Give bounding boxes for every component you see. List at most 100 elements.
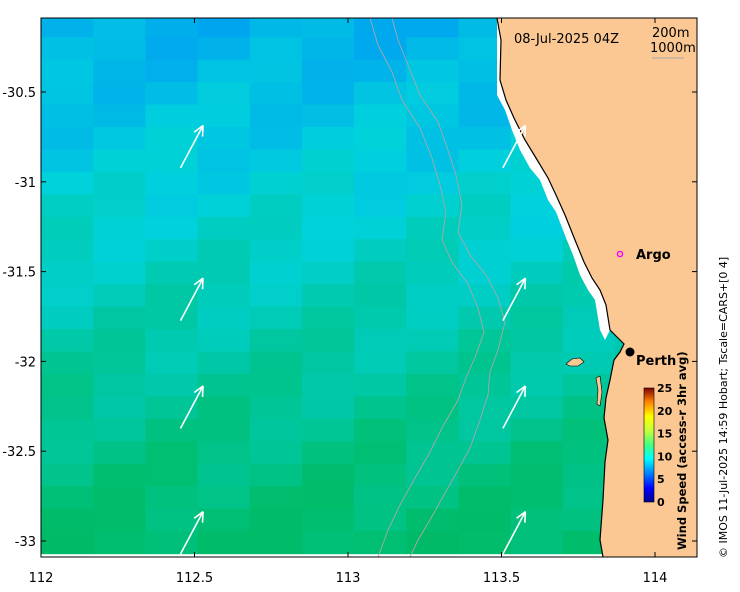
grid-cell [301, 239, 355, 263]
grid-cell [93, 261, 146, 285]
grid-cell [406, 396, 460, 420]
grid-cell [458, 531, 512, 555]
grid-cell [145, 171, 199, 195]
argo-marker [616, 250, 624, 258]
grid-cell [93, 418, 146, 442]
x-tick-label: 114 [643, 571, 668, 586]
contour-200m [391, 18, 506, 557]
colorbar-tick-label: 15 [657, 428, 672, 441]
grid-cell [197, 59, 251, 83]
grid-cell [354, 104, 407, 128]
grid-cell [354, 171, 407, 195]
grid-cell [510, 463, 564, 487]
grid-cell [41, 373, 94, 398]
grid-cell [249, 396, 303, 420]
grid-cell [249, 59, 303, 83]
grid-cell [406, 261, 460, 285]
grid-cell [197, 127, 251, 151]
grid-cell [301, 351, 355, 375]
grid-cell [719, 127, 740, 150]
grid-cell [145, 127, 199, 151]
colorbar-tick-label: 10 [657, 450, 673, 463]
grid-cell [562, 463, 616, 487]
perth-marker [625, 347, 635, 357]
grid-cell [354, 508, 407, 532]
depth-label-200m: 200m [652, 26, 689, 41]
grid-cell [197, 216, 251, 240]
grid-cell [562, 373, 616, 398]
perth-label: Perth [636, 354, 676, 369]
y-tick-label: -32.5 [2, 445, 36, 460]
grid-cell [249, 37, 303, 61]
grid-cell [354, 149, 407, 173]
grid-cell [406, 441, 460, 465]
grid-cell [249, 104, 303, 128]
grid-cell [510, 441, 564, 465]
grid-cell [354, 239, 407, 263]
grid-cell [93, 463, 146, 487]
colorbar-ticks: 0 5 10 15 20 25 [657, 382, 673, 509]
grid-cell [354, 127, 407, 151]
y-axis: -30.5 -31 -31.5 -32 -32.5 -33 [2, 86, 697, 550]
grid-cell [41, 396, 94, 420]
grid-cell [249, 239, 303, 263]
grid-cell [249, 18, 303, 38]
grid-cell [145, 18, 199, 38]
grid-cell [197, 418, 251, 442]
grid-cell [301, 104, 355, 128]
wind-arrow [502, 277, 527, 321]
y-tick-label: -32 [15, 355, 36, 370]
grid-cell [197, 239, 251, 263]
grid-cell [197, 149, 251, 173]
grid-cell [406, 239, 460, 263]
grid-cell [406, 127, 460, 151]
colorbar-tick-label: 5 [657, 473, 665, 486]
grid-cell [354, 37, 407, 61]
grid-cell [510, 306, 564, 330]
grid-cell [249, 373, 303, 398]
grid-cell [249, 463, 303, 487]
grid-cell [301, 486, 355, 510]
grid-cell [354, 396, 407, 420]
grid-cell [93, 396, 146, 420]
grid-cell [354, 284, 407, 308]
contour-1000m [369, 18, 485, 557]
grid-cell [354, 486, 407, 510]
grid-cell [458, 216, 512, 240]
grid-cell [41, 149, 94, 173]
grid-cell [354, 82, 407, 106]
grid-cell [458, 418, 512, 442]
grid-cell [41, 18, 94, 38]
grid-cell [354, 531, 407, 555]
grid-cell [510, 396, 564, 420]
grid-cell [41, 82, 94, 106]
wind-arrow [502, 511, 527, 555]
grid-cell [197, 486, 251, 510]
colorbar-tick-label: 20 [657, 405, 673, 418]
grid-cell [406, 463, 460, 487]
grid-cell [354, 59, 407, 83]
grid-cell [145, 373, 199, 398]
x-tick-label: 112.5 [176, 571, 213, 586]
y-tick-label: -30.5 [2, 86, 36, 101]
grid-cell [197, 329, 251, 353]
grid-cell [354, 351, 407, 375]
grid-cell [249, 284, 303, 308]
grid-cell [406, 171, 460, 195]
grid-cell [145, 441, 199, 465]
grid-cell [41, 351, 94, 375]
grid-cell [41, 508, 94, 532]
grid-cell [145, 284, 199, 308]
grid-cell [458, 508, 512, 532]
wind-arrow [179, 385, 204, 429]
wind-arrows [179, 124, 527, 555]
grid-cell [354, 329, 407, 353]
grid-cell [719, 105, 740, 128]
grid-cell [510, 373, 564, 398]
grid-cell [93, 59, 146, 83]
grid-cell [301, 284, 355, 308]
grid-cell [458, 194, 512, 218]
grid-cell [301, 418, 355, 442]
wind-arrow [179, 124, 204, 169]
grid-cell [458, 127, 512, 151]
